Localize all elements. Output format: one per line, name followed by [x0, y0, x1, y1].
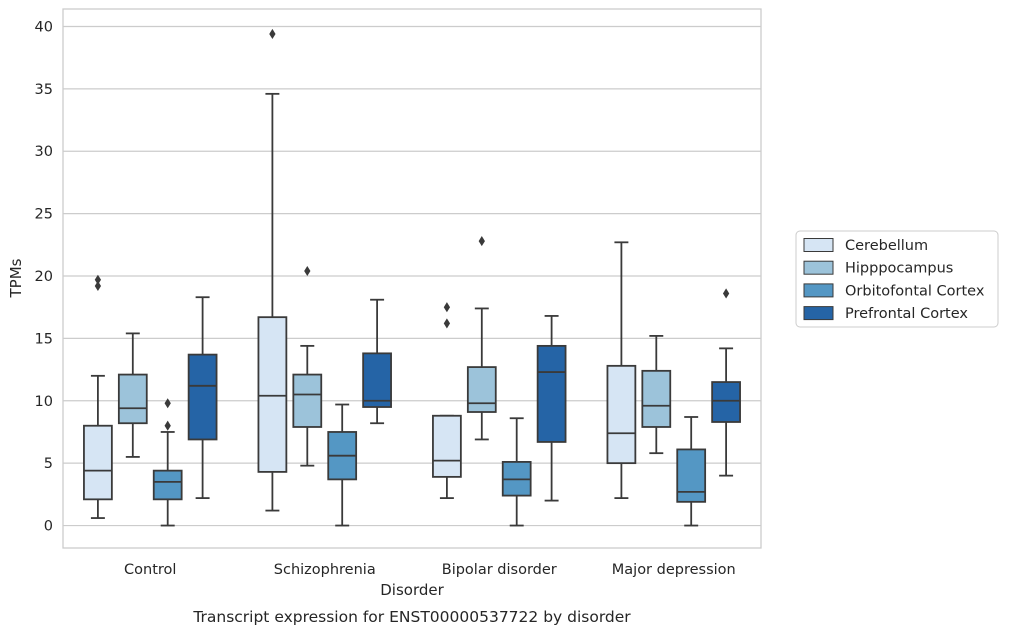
box-orbitofontal-cortex-bipolar-disorder [501, 417, 532, 527]
box-cerebellum-bipolar-disorder [432, 302, 462, 499]
chart-caption: Transcript expression for ENST0000053772… [192, 608, 631, 626]
x-tick-label: Schizophrenia [274, 562, 376, 578]
box-body [187, 353, 218, 441]
boxes [83, 28, 741, 527]
legend-label: Orbitofontal Cortex [845, 283, 985, 299]
y-tick-label: 30 [35, 144, 53, 160]
box-body [362, 352, 392, 408]
outlier-point [304, 265, 311, 277]
box-hipppocampus-bipolar-disorder [466, 236, 497, 441]
box-body [257, 316, 288, 473]
legend-label: Hipppocampus [845, 261, 953, 277]
box-cerebellum-major-depression [606, 241, 637, 499]
box-hipppocampus-major-depression [641, 334, 672, 455]
outlier-point [722, 288, 730, 299]
x-tick-labels: Control Schizophrenia Bipolar disorder Majo… [124, 562, 736, 578]
legend-swatch [803, 283, 834, 298]
legend-frame [795, 230, 999, 328]
x-tick-label: Control [124, 562, 176, 578]
x-axis-label: Disorder [380, 581, 444, 599]
y-tick-label: 40 [35, 19, 53, 35]
y-tick-labels: 0 5 10 15 20 25 30 35 40 [35, 19, 53, 534]
box-body [466, 366, 497, 413]
legend-swatch [803, 238, 834, 252]
legend-label: Cerebellum [845, 238, 928, 254]
outlier-point [478, 236, 485, 247]
outlier-point [164, 420, 171, 431]
outlier-point [94, 280, 102, 292]
outlier-point [269, 28, 276, 39]
box-body [641, 369, 672, 428]
box-orbitofontal-cortex-major-depression [676, 416, 707, 527]
box-body [676, 448, 707, 503]
box-prefrontal-cortex-control [187, 296, 218, 499]
legend-swatch [803, 306, 834, 321]
box-orbitofontal-cortex-control [152, 398, 183, 527]
box-body [292, 373, 323, 428]
y-axis-label: TPMs [7, 258, 25, 298]
box-orbitofontal-cortex-schizophrenia [327, 403, 358, 527]
box-body [152, 469, 183, 501]
legend-label: Prefrontal Cortex [845, 306, 968, 322]
y-tick-label: 10 [35, 394, 53, 410]
outlier-point [443, 318, 451, 329]
box-body [536, 344, 567, 443]
y-tick-label: 0 [44, 519, 53, 535]
box-body [711, 381, 741, 423]
legend: Cerebellum Hipppocampus Orbitofontal Corte… [795, 230, 999, 328]
x-tick-label: Major depression [612, 562, 736, 578]
outlier-point [94, 274, 102, 285]
box-prefrontal-cortex-schizophrenia [362, 298, 392, 425]
y-tick-label: 5 [44, 456, 53, 472]
x-tick-label: Bipolar disorder [442, 562, 557, 578]
grid-lines [63, 25, 761, 527]
outlier-point [164, 398, 171, 409]
legend-swatch [803, 260, 834, 275]
outlier-point [443, 302, 451, 313]
box-body [432, 414, 462, 478]
box-hipppocampus-control [117, 332, 148, 458]
y-tick-label: 35 [35, 82, 53, 98]
box-body [117, 373, 148, 425]
box-body [606, 364, 637, 465]
y-tick-label: 20 [35, 269, 53, 285]
y-tick-label: 15 [35, 331, 53, 347]
box-prefrontal-cortex-major-depression [711, 288, 741, 477]
box-hipppocampus-schizophrenia [292, 265, 323, 467]
box-cerebellum-schizophrenia [257, 28, 288, 512]
box-cerebellum-control [83, 274, 113, 519]
y-tick-label: 25 [35, 207, 53, 223]
plot-frame [62, 8, 762, 549]
box-prefrontal-cortex-bipolar-disorder [536, 315, 567, 502]
box-body [83, 424, 113, 501]
